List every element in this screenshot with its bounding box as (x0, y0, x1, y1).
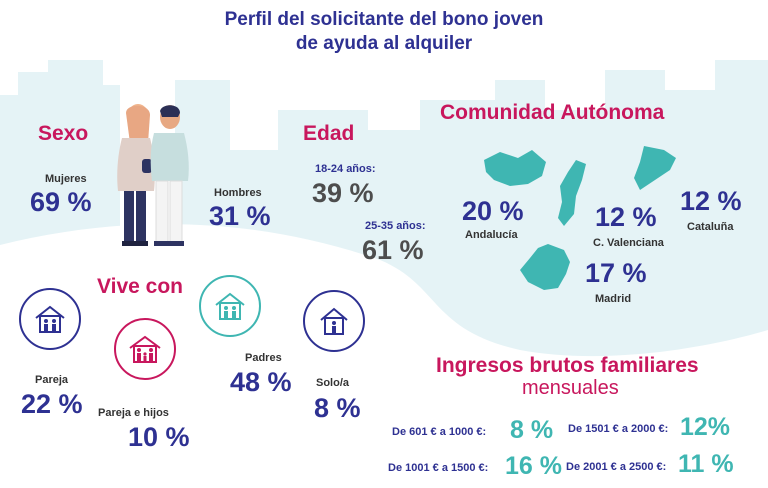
madrid-value: 17 % (585, 258, 647, 288)
solo-value: 8 % (314, 393, 361, 423)
madrid-label: Madrid (595, 293, 632, 305)
andalucia-label: Andalucía (465, 229, 518, 241)
ingresos-r1-label: De 601 € a 1000 €: (392, 426, 487, 438)
ingresos-r2-value: 12% (680, 413, 731, 441)
edad-18-24-value: 39 % (312, 178, 374, 208)
pareja-hijos-circle (114, 318, 176, 380)
pareja-circle (19, 288, 81, 350)
hombres-label: Hombres (214, 187, 262, 199)
cataluna-value: 12 % (680, 186, 742, 216)
ingresos-r2-label: De 1501 € a 2000 €: (568, 423, 669, 435)
ingresos-r3-value: 16 % (505, 452, 562, 480)
andalucia-value: 20 % (462, 196, 524, 226)
edad-title: Edad (303, 122, 355, 145)
spain-region-map (484, 146, 676, 290)
vive-con-title: Vive con (97, 275, 183, 298)
edad-18-24-label: 18-24 años: (315, 163, 376, 175)
ingresos-r1-value: 8 % (510, 416, 554, 444)
cataluna-label: Cataluña (687, 221, 734, 233)
hombres-value: 31 % (209, 201, 271, 231)
sexo-title: Sexo (38, 122, 89, 145)
padres-circle (199, 275, 261, 337)
house-parents-icon (215, 292, 245, 320)
valenciana-value: 12 % (595, 202, 657, 232)
pareja-hijos-value: 10 % (128, 422, 190, 452)
house-family-icon (129, 335, 161, 363)
ccaa-title: Comunidad Autónoma (440, 101, 665, 124)
pareja-label: Pareja (35, 374, 69, 386)
valenciana-label: C. Valenciana (593, 237, 664, 249)
page-title: Perfil del solicitante del bono joven de… (0, 8, 768, 56)
ingresos-r4-value: 11 % (678, 450, 734, 478)
pareja-value: 22 % (21, 389, 83, 419)
mujeres-value: 69 % (30, 187, 92, 217)
edad-25-35-label: 25-35 años: (365, 220, 426, 232)
padres-value: 48 % (230, 367, 292, 397)
solo-circle (303, 290, 365, 352)
padres-label: Padres (245, 352, 282, 364)
solo-label: Solo/a (316, 377, 350, 389)
ingresos-subtitle: mensuales (522, 377, 619, 399)
couple-illustration (117, 104, 189, 246)
ingresos-r4-label: De 2001 € a 2500 €: (566, 461, 667, 473)
pareja-hijos-label: Pareja e hijos (98, 407, 169, 419)
ingresos-r3-label: De 1001 € a 1500 €: (388, 462, 489, 474)
edad-25-35-value: 61 % (362, 235, 424, 265)
house-couple-icon (35, 305, 65, 333)
ingresos-title: Ingresos brutos familiares (436, 354, 699, 377)
title-line-2: de ayuda al alquiler (295, 33, 473, 54)
house-single-icon (320, 307, 348, 335)
mujeres-label: Mujeres (45, 173, 87, 185)
title-line-1: Perfil del solicitante del bono joven (224, 9, 544, 30)
